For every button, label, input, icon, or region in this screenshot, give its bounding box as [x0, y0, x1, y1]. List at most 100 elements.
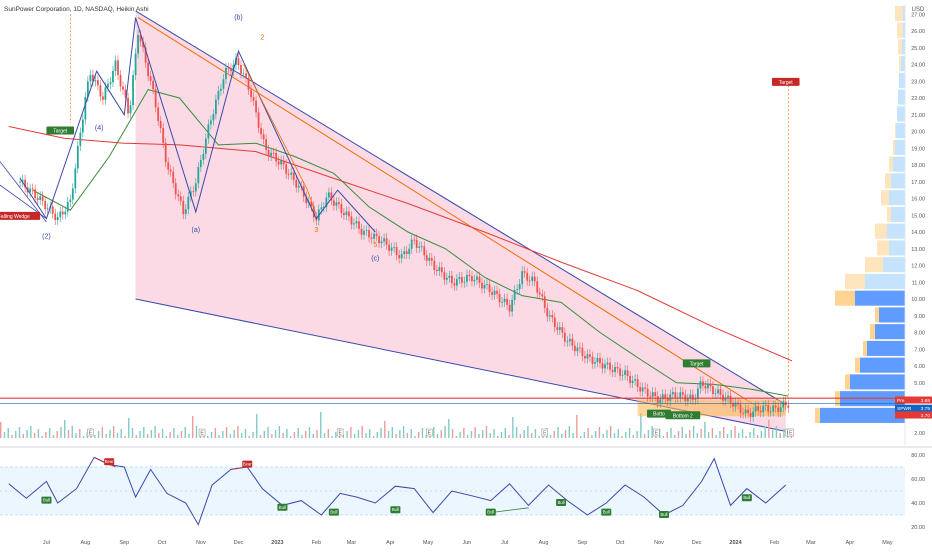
- candle-body: [468, 274, 471, 277]
- candle-body: [556, 327, 559, 330]
- candle-body: [255, 100, 257, 113]
- candle-body: [305, 196, 308, 204]
- volume-bar: [274, 430, 277, 438]
- volume-bar: [572, 433, 574, 438]
- candle-body: [596, 357, 599, 363]
- y-tick-label: 22.00: [911, 96, 925, 102]
- candle-body: [177, 194, 180, 197]
- candle-body: [270, 152, 273, 156]
- volume-bar: [579, 436, 582, 438]
- x-tick-label: 2024: [729, 540, 742, 546]
- volume-bar: [448, 419, 450, 438]
- candle-body: [164, 142, 167, 163]
- price-tag: [895, 404, 932, 412]
- volume-bar: [647, 430, 650, 438]
- candle-body: [604, 364, 606, 369]
- oscillator-signal-badge: [41, 496, 52, 504]
- volume-bar: [576, 415, 578, 438]
- candle-body: [370, 237, 373, 239]
- volume-bar: [685, 434, 687, 438]
- volume-profile-bar: [867, 340, 905, 356]
- volume-bar: [613, 433, 616, 438]
- volume-bar: [598, 427, 601, 438]
- candle-body: [144, 47, 147, 63]
- y-tick-label: 27.00: [911, 12, 925, 18]
- volume-profile-bar: [895, 123, 896, 139]
- candle-body: [646, 388, 649, 397]
- candle-body: [114, 60, 117, 71]
- volume-bar: [553, 431, 555, 438]
- signal-badge-text: Target: [779, 80, 794, 86]
- candle-body: [762, 405, 765, 413]
- x-tick-label: Apr: [845, 540, 854, 546]
- candle-body: [453, 283, 456, 286]
- candle-body: [772, 405, 775, 412]
- candle-body: [709, 383, 712, 387]
- volume-bar: [768, 420, 770, 438]
- volume-bar: [527, 426, 529, 438]
- candle-body: [157, 107, 160, 121]
- candle-body: [408, 248, 411, 255]
- candle-body: [322, 207, 325, 208]
- price-tag-value: 3.88: [921, 398, 931, 404]
- signal-badge: [771, 77, 800, 86]
- candle-body: [576, 347, 579, 352]
- oscillator-signal-text: Bull: [392, 507, 399, 512]
- oscillator-signal-badge: [556, 499, 567, 506]
- candle-body: [445, 277, 448, 280]
- volume-profile-bar: [891, 206, 905, 222]
- volume-profile-bar: [845, 273, 865, 289]
- candle-body: [154, 89, 157, 108]
- volume-bar: [346, 431, 348, 438]
- x-tick-label: Jun: [462, 540, 471, 546]
- candle-body: [553, 317, 556, 328]
- oscillator-signal-text: Bull: [603, 510, 610, 515]
- volume-bar: [301, 435, 303, 438]
- candle-body: [609, 362, 611, 370]
- oscillator-signal-text: Bull: [743, 495, 750, 500]
- candle-body: [546, 307, 549, 317]
- candle-body: [102, 96, 104, 100]
- oscillator-signal-badge: [601, 508, 612, 516]
- volume-bar: [692, 426, 695, 438]
- candle-body: [332, 200, 335, 206]
- candle-body: [214, 99, 217, 115]
- volume-profile-bar: [895, 5, 903, 21]
- candle-body: [641, 387, 644, 392]
- candle-body: [430, 257, 433, 261]
- oscillator-line: [8, 456, 787, 526]
- candle-body: [340, 204, 343, 213]
- candle-body: [405, 251, 408, 255]
- candle-body: [533, 276, 536, 282]
- candle-body: [119, 74, 122, 87]
- candle-body: [97, 80, 99, 86]
- volume-bar: [689, 430, 691, 438]
- candle-body: [139, 35, 142, 42]
- candle-body: [501, 302, 503, 303]
- volume-bar: [779, 433, 781, 438]
- candle-body: [686, 398, 689, 402]
- volume-bar: [94, 435, 96, 438]
- earnings-marker: [336, 428, 344, 437]
- volume-bar: [41, 436, 43, 438]
- volume-bar: [150, 430, 153, 438]
- candle-body: [54, 213, 57, 220]
- y-tick-label: 17.00: [911, 180, 925, 186]
- candle-body: [551, 315, 554, 318]
- volume-bar: [244, 429, 247, 438]
- candle-body: [227, 67, 230, 69]
- volume-bar: [380, 428, 382, 438]
- candle-body: [518, 284, 521, 290]
- volume-bar: [756, 435, 759, 438]
- volume-bar: [738, 433, 740, 438]
- volume-profile-bar: [887, 223, 905, 239]
- candle-body: [561, 327, 564, 333]
- candle-body: [44, 200, 47, 210]
- y-tick-label: 8.00: [914, 331, 925, 337]
- volume-bar: [45, 432, 47, 438]
- volume-bar: [470, 431, 473, 438]
- y-tick-label: 24.00: [911, 63, 925, 69]
- candle-body: [769, 411, 772, 413]
- chart-title: SunPower Corporation, 1D, NASDAQ, Heikin…: [4, 6, 149, 13]
- candle-body: [147, 62, 150, 77]
